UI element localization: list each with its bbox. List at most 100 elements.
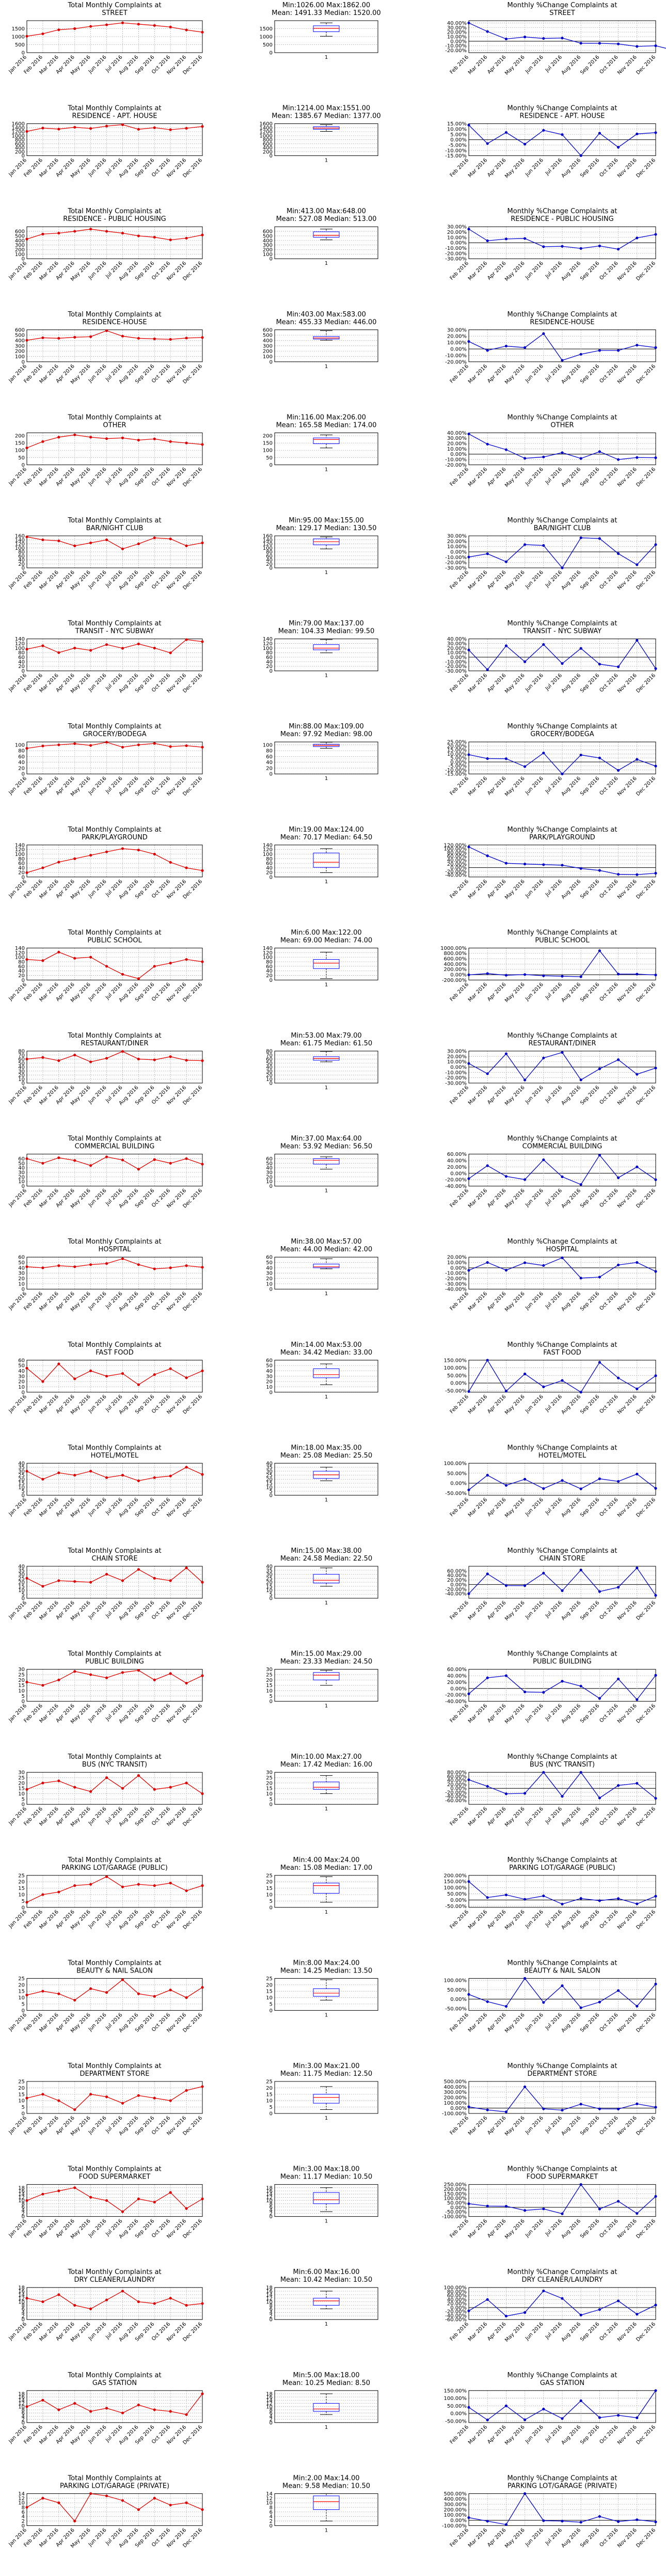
data-point: [185, 544, 188, 547]
chart-title: Min:6.00 Max:122.00: [291, 929, 361, 936]
y-tick-label: 400.00%: [444, 2085, 467, 2090]
y-tick-label: 0: [22, 2214, 25, 2220]
plot-frame: [468, 2493, 656, 2526]
y-tick-label: 10.00%: [447, 447, 467, 452]
data-point: [467, 1592, 470, 1595]
y-tick-label: 15.00%: [447, 748, 467, 753]
data-point: [617, 248, 620, 251]
chart-title: Min:1026.00 Max:1862.00: [282, 2, 370, 9]
data-point: [73, 2304, 76, 2307]
data-point: [654, 667, 657, 670]
data-point: [153, 437, 156, 440]
y-tick-label: 8: [269, 2201, 273, 2207]
x-tick-label: May 2016: [504, 1394, 526, 1416]
y-tick-label: 50: [266, 1363, 273, 1369]
y-tick-label: 5: [269, 1489, 273, 1494]
data-point: [41, 1266, 44, 1269]
x-tick-label: 1: [325, 879, 328, 885]
y-tick-label: 20: [18, 1780, 25, 1786]
y-tick-label: 200.00%: [444, 2507, 467, 2513]
data-point: [636, 1261, 639, 1264]
plot-frame: [26, 947, 203, 980]
y-tick-label: 20: [266, 664, 273, 670]
data-point: [41, 866, 44, 869]
data-point: [617, 1480, 620, 1483]
y-tick-label: 400.00%: [444, 962, 467, 967]
y-tick-label: 20.00%: [447, 1578, 467, 1583]
data-point: [617, 1376, 620, 1379]
box-iqr: [313, 2192, 340, 2204]
data-point: [25, 1366, 28, 1370]
y-tick-label: 10: [18, 2198, 25, 2204]
y-tick-label: 25: [18, 1976, 25, 1982]
x-tick-label: May 2016: [504, 1703, 526, 1725]
x-tick-label: Dec 2016: [635, 673, 657, 694]
data-point: [105, 230, 108, 233]
y-tick-label: 60: [18, 553, 25, 559]
y-tick-label: 50: [18, 455, 25, 461]
data-point: [524, 543, 527, 546]
data-point: [57, 337, 60, 340]
data-point: [25, 237, 28, 241]
data-point: [504, 1268, 508, 1272]
x-tick-label: 1: [325, 570, 328, 576]
data-point: [185, 958, 188, 961]
y-tick-label: 100.00%: [444, 1978, 467, 1984]
y-tick-label: 10.00%: [447, 126, 467, 132]
x-tick-label: Dec 2016: [635, 1188, 657, 1210]
chart-title: PUBLIC SCHOOL: [87, 936, 142, 944]
y-tick-label: 40: [266, 760, 273, 766]
y-tick-label: 35: [266, 1568, 273, 1573]
data-point: [89, 228, 92, 231]
y-tick-label: 600: [15, 141, 25, 147]
box-iqr: [313, 1264, 340, 1268]
data-point: [137, 1568, 140, 1571]
y-tick-label: 10: [266, 1791, 273, 1797]
data-point: [105, 1875, 108, 1878]
chart-title: Total Monthly Complaints at: [67, 2, 161, 9]
data-point: [153, 536, 156, 539]
y-tick-label: 10.00%: [447, 35, 467, 40]
data-point: [636, 973, 639, 976]
chart-title: Monthly %Change Complaints at: [508, 2268, 617, 2276]
x-tick-label: Sep 2016: [579, 1497, 600, 1518]
data-point: [542, 1771, 545, 1774]
data-point: [89, 1790, 92, 1793]
data-point: [486, 854, 489, 857]
data-point: [598, 2107, 601, 2110]
chart-title: Monthly %Change Complaints at: [508, 208, 617, 215]
series-line: [26, 1567, 203, 1587]
y-tick-label: 4: [269, 2414, 273, 2420]
series-line: [26, 1467, 203, 1482]
data-point: [73, 1884, 76, 1887]
data-point: [153, 2201, 156, 2204]
data-point: [73, 1054, 76, 1057]
data-point: [185, 1996, 188, 1999]
chart-title: STREET: [102, 9, 128, 17]
plot-frame: [468, 1772, 656, 1805]
x-tick-label: Aug 2016: [560, 467, 582, 488]
y-tick-label: 12: [266, 2195, 273, 2201]
y-tick-label: 150.00%: [444, 1879, 467, 1885]
y-tick-label: -50.00%: [445, 1388, 467, 1394]
data-point: [41, 32, 44, 36]
data-point: [153, 24, 156, 27]
data-point: [524, 1792, 527, 1795]
y-tick-label: 14: [18, 2491, 25, 2497]
y-tick-label: 20: [266, 973, 273, 979]
y-tick-label: -40.00%: [445, 1184, 467, 1189]
data-point: [201, 960, 204, 963]
x-tick-label: Feb 2016: [449, 1394, 470, 1415]
plot-frame: [26, 1978, 203, 2011]
x-tick-label: 1: [325, 1394, 328, 1400]
y-tick-label: -100.00%: [442, 2111, 467, 2117]
y-tick-label: 50.00%: [447, 1891, 467, 1897]
data-point: [654, 1374, 657, 1377]
x-tick-label: Nov 2016: [616, 982, 638, 1004]
y-tick-label: 1200: [12, 130, 25, 135]
data-point: [153, 1678, 156, 1681]
data-point: [486, 1676, 489, 1679]
data-point: [598, 2515, 601, 2518]
